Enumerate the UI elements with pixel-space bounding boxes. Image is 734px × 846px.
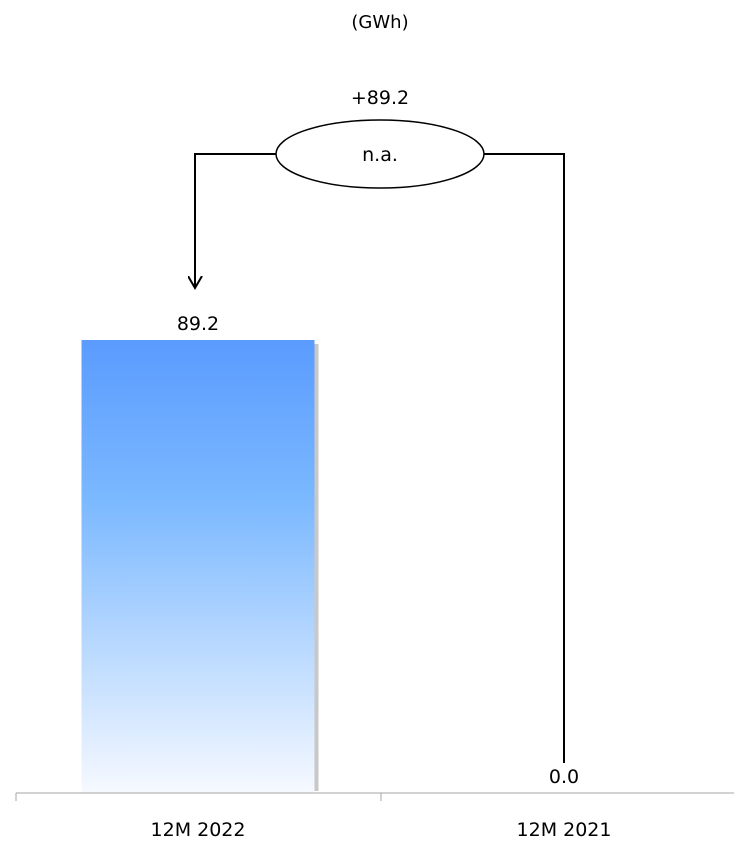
change-absolute-label: +89.2 (351, 87, 409, 109)
change-ellipse (275, 119, 485, 189)
unit-label: (GWh) (351, 12, 408, 33)
category-label: 12M 2022 (151, 819, 246, 841)
change-connector: n.a. +89.2 (195, 87, 565, 763)
category-labels: 12M 2022 12M 2021 (151, 819, 612, 841)
connector-line-left (195, 153, 276, 288)
bar-value-label: 0.0 (549, 766, 579, 788)
change-percent-label: n.a. (362, 144, 398, 166)
bars-layer: 89.2 0.0 (81, 313, 579, 793)
bar-value-label: 89.2 (177, 313, 219, 335)
x-axis-ticks (15, 793, 382, 801)
connector-line-right (484, 153, 565, 763)
category-label: 12M 2021 (517, 819, 612, 841)
bar-12m-2022 (81, 340, 315, 793)
